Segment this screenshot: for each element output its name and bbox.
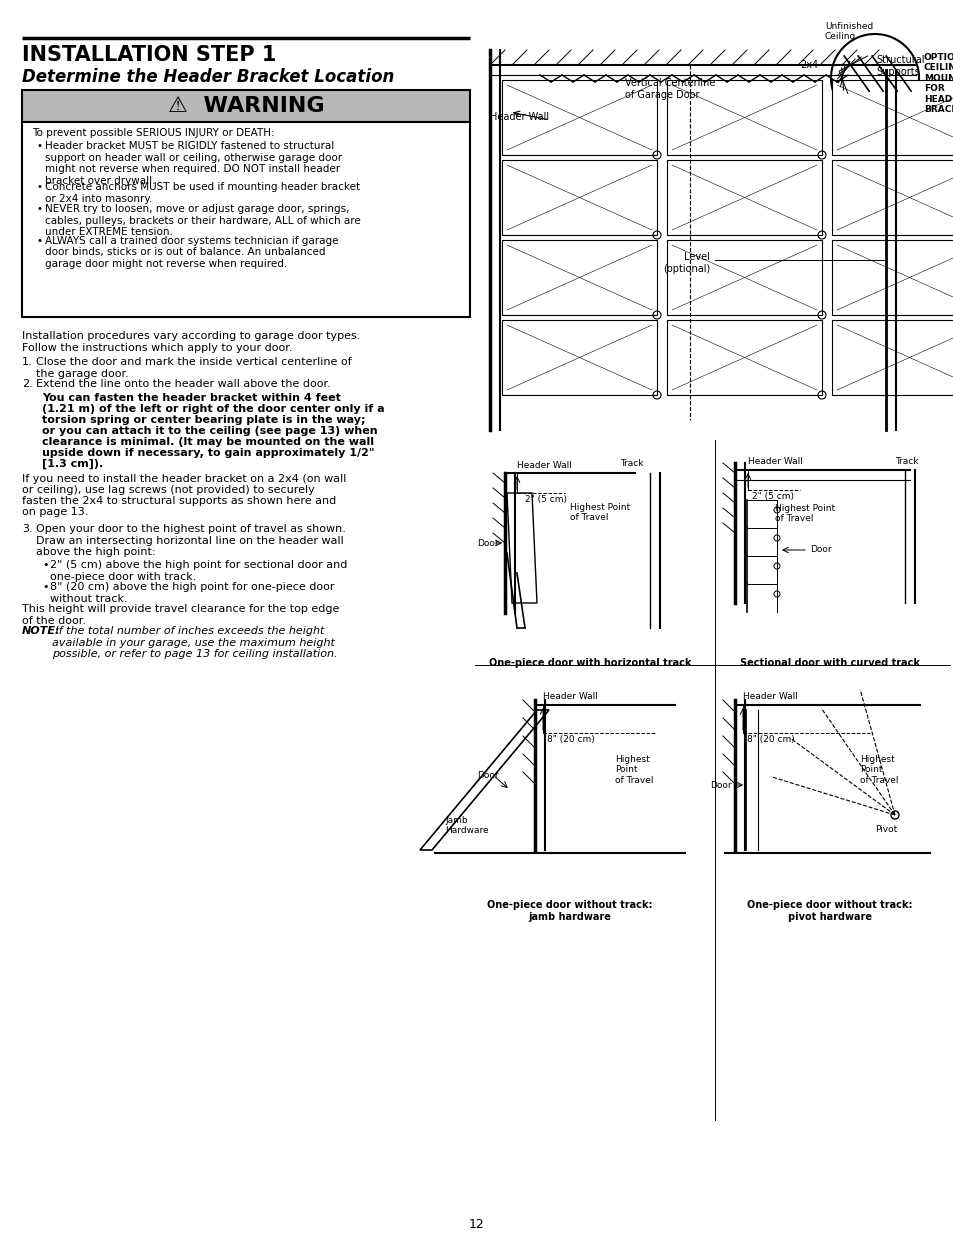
Text: If you need to install the header bracket on a 2x4 (on wall: If you need to install the header bracke…	[22, 474, 346, 484]
Text: NEVER try to loosen, move or adjust garage door, springs,
cables, pulleys, brack: NEVER try to loosen, move or adjust gara…	[45, 204, 360, 237]
Text: ⚠  WARNING: ⚠ WARNING	[168, 96, 324, 116]
Bar	[22, 90, 470, 122]
Text: Close the door and mark the inside vertical centerline of
the garage door.: Close the door and mark the inside verti…	[36, 357, 352, 379]
Text: One-piece door with horizontal track: One-piece door with horizontal track	[488, 658, 691, 668]
Text: OPTIONAL
CEILING
MOUNT
FOR
HEADER
BRACKET: OPTIONAL CEILING MOUNT FOR HEADER BRACKE…	[923, 53, 953, 114]
Text: 1.: 1.	[22, 357, 32, 367]
Text: Extend the line onto the header wall above the door.: Extend the line onto the header wall abo…	[36, 379, 331, 389]
Text: •: •	[42, 582, 49, 592]
Text: 2" (5 cm) above the high point for sectional door and
one-piece door with track.: 2" (5 cm) above the high point for secti…	[50, 559, 347, 582]
Text: Level
(optional): Level (optional)	[662, 252, 709, 274]
Text: NOTE:: NOTE:	[22, 626, 60, 636]
Text: Header Wall: Header Wall	[542, 692, 598, 701]
Text: If the total number of inches exceeds the height
available in your garage, use t: If the total number of inches exceeds th…	[52, 626, 337, 659]
Text: Installation procedures vary according to garage door types.
Follow the instruct: Installation procedures vary according t…	[22, 331, 360, 353]
Text: Door: Door	[476, 538, 498, 547]
Text: torsion spring or center bearing plate is in the way;: torsion spring or center bearing plate i…	[42, 415, 365, 425]
Bar	[22, 122, 470, 317]
Bar	[666, 80, 821, 156]
Bar	[831, 320, 953, 395]
Text: or ceiling), use lag screws (not provided) to securely: or ceiling), use lag screws (not provide…	[22, 485, 314, 495]
Text: Track: Track	[619, 459, 643, 468]
Text: 12: 12	[469, 1218, 484, 1231]
Text: Unfinished
Ceiling: Unfinished Ceiling	[824, 22, 872, 42]
Text: on page 13.: on page 13.	[22, 508, 89, 517]
Polygon shape	[419, 710, 548, 850]
Text: fasten the 2x4 to structural supports as shown here and: fasten the 2x4 to structural supports as…	[22, 496, 335, 506]
Text: INSTALLATION STEP 1: INSTALLATION STEP 1	[22, 44, 276, 65]
Text: Track: Track	[894, 457, 918, 466]
Text: 2" (5 cm): 2" (5 cm)	[524, 495, 566, 504]
Text: Door: Door	[709, 781, 731, 789]
Text: Door: Door	[809, 546, 831, 555]
Text: Header Wall: Header Wall	[742, 692, 797, 701]
Text: Highest Point
of Travel: Highest Point of Travel	[569, 503, 630, 522]
Bar	[501, 240, 657, 315]
Text: Pivot: Pivot	[874, 825, 897, 834]
Text: or you can attach it to the ceiling (see page 13) when: or you can attach it to the ceiling (see…	[42, 426, 377, 436]
Text: Structural
Supports: Structural Supports	[875, 56, 923, 77]
Bar	[666, 240, 821, 315]
Text: •: •	[42, 559, 49, 571]
Text: 8" (20 cm): 8" (20 cm)	[546, 735, 594, 743]
Text: Highest Point
of Travel: Highest Point of Travel	[774, 504, 834, 524]
Text: Vertical Centerline
of Garage Door: Vertical Centerline of Garage Door	[624, 78, 715, 100]
Text: •: •	[37, 141, 43, 151]
Text: •: •	[37, 182, 43, 191]
Text: clearance is minimal. (It may be mounted on the wall: clearance is minimal. (It may be mounted…	[42, 437, 374, 447]
Text: Concrete anchors MUST be used if mounting header bracket
or 2x4 into masonry.: Concrete anchors MUST be used if mountin…	[45, 182, 359, 204]
Bar	[501, 80, 657, 156]
Bar	[501, 161, 657, 235]
Text: 2" (5 cm): 2" (5 cm)	[751, 492, 793, 501]
Text: Determine the Header Bracket Location: Determine the Header Bracket Location	[22, 68, 394, 86]
Text: To prevent possible SERIOUS INJURY or DEATH:: To prevent possible SERIOUS INJURY or DE…	[32, 128, 274, 138]
Text: One-piece door without track:
pivot hardware: One-piece door without track: pivot hard…	[746, 900, 912, 921]
Bar	[666, 320, 821, 395]
Text: Sectional door with curved track: Sectional door with curved track	[740, 658, 919, 668]
Text: Highest
Point
of Travel: Highest Point of Travel	[615, 755, 653, 784]
Text: Header Wall: Header Wall	[490, 112, 549, 122]
Text: Header bracket MUST be RIGIDLY fastened to structural
support on header wall or : Header bracket MUST be RIGIDLY fastened …	[45, 141, 342, 185]
Text: Header Wall: Header Wall	[747, 457, 802, 466]
Bar	[831, 80, 953, 156]
Text: Open your door to the highest point of travel as shown.
Draw an intersecting hor: Open your door to the highest point of t…	[36, 524, 346, 557]
Text: This height will provide travel clearance for the top edge
of the door.: This height will provide travel clearanc…	[22, 604, 339, 626]
Circle shape	[890, 811, 898, 819]
Text: [1.3 cm]).: [1.3 cm]).	[42, 459, 103, 469]
Text: •: •	[37, 236, 43, 246]
Text: (1.21 m) of the left or right of the door center only if a: (1.21 m) of the left or right of the doo…	[42, 404, 384, 414]
Text: 8" (20 cm) above the high point for one-piece door
without track.: 8" (20 cm) above the high point for one-…	[50, 582, 335, 604]
Bar	[501, 320, 657, 395]
Text: 8" (20 cm): 8" (20 cm)	[746, 735, 794, 743]
Polygon shape	[506, 493, 537, 603]
Text: upside down if necessary, to gain approximately 1/2": upside down if necessary, to gain approx…	[42, 448, 375, 458]
Bar	[831, 161, 953, 235]
Text: 3.: 3.	[22, 524, 32, 534]
Text: You can fasten the header bracket within 4 feet: You can fasten the header bracket within…	[42, 393, 340, 403]
Text: Header Wall: Header Wall	[517, 461, 571, 471]
Text: 2.: 2.	[22, 379, 32, 389]
Text: Highest
Point
of Travel: Highest Point of Travel	[859, 755, 898, 784]
Bar	[831, 240, 953, 315]
Text: 2x4: 2x4	[800, 61, 818, 70]
Text: •: •	[37, 204, 43, 214]
Text: Door: Door	[476, 771, 498, 779]
Text: ALWAYS call a trained door systems technician if garage
door binds, sticks or is: ALWAYS call a trained door systems techn…	[45, 236, 338, 269]
Text: Jamb
Hardware: Jamb Hardware	[444, 815, 488, 835]
Bar	[666, 161, 821, 235]
Text: One-piece door without track:
jamb hardware: One-piece door without track: jamb hardw…	[487, 900, 652, 921]
